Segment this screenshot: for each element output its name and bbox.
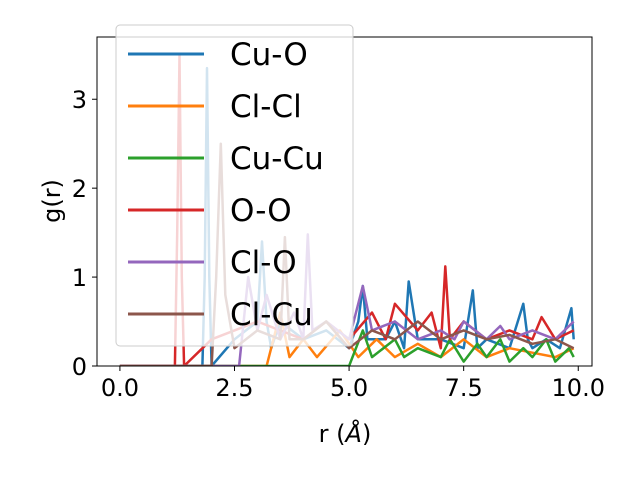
legend: Cu-O Cl-Cl Cu-Cu O-O Cl-O Cl-Cu (115, 24, 354, 347)
x-tick-label: 5.0 (330, 374, 368, 402)
legend-label-cu-cu: Cu-Cu (230, 141, 324, 177)
y-tick-label: 0 (72, 353, 87, 381)
x-tick-label: 10.0 (552, 374, 605, 402)
x-tick-label: 7.5 (445, 374, 483, 402)
legend-label-cl-o: Cl-O (230, 245, 297, 281)
legend-label-o-o: O-O (230, 193, 292, 229)
x-axis: 0.0 2.5 5.0 7.5 10.0 (101, 366, 605, 402)
y-tick-label: 1 (72, 264, 87, 292)
x-axis-unit: Å (344, 419, 362, 448)
y-tick-label: 2 (72, 175, 87, 203)
x-tick-label: 2.5 (215, 374, 253, 402)
legend-label-cl-cl: Cl-Cl (230, 89, 302, 125)
legend-label-cl-cu: Cl-Cu (230, 297, 313, 333)
series-line-cl-cl (119, 311, 575, 366)
x-axis-label: r (Å) (319, 419, 372, 448)
legend-label-cu-o: Cu-O (230, 37, 308, 73)
y-axis: 0 1 2 3 (72, 86, 97, 381)
y-axis-label: g(r) (38, 179, 66, 223)
x-tick-label: 0.0 (101, 374, 139, 402)
y-tick-label: 3 (72, 86, 87, 114)
